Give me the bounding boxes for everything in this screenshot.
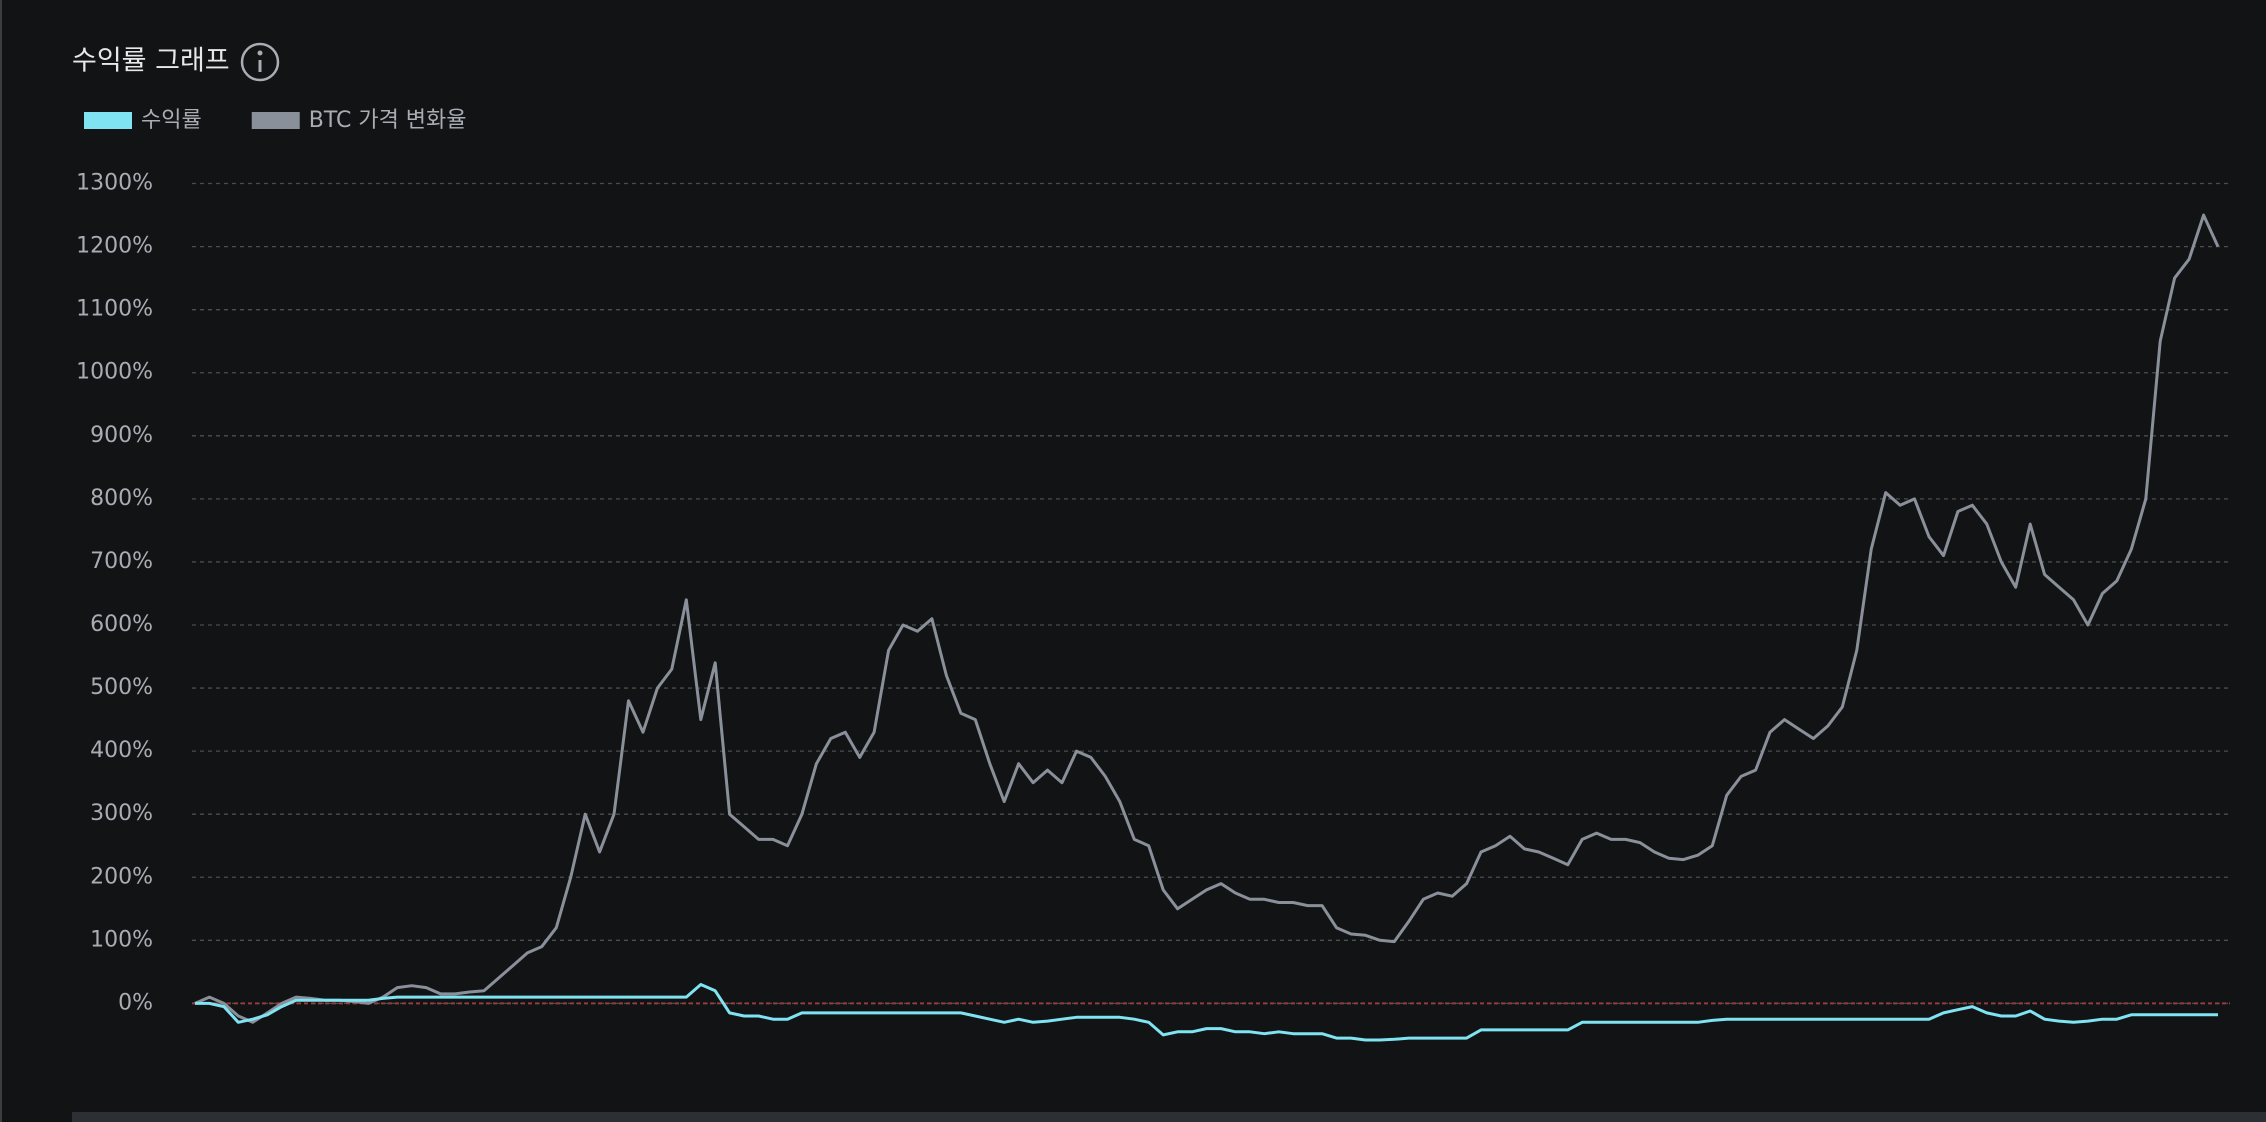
info-circle[interactable] [240,42,280,82]
y-tick-label: 1200% [76,234,153,259]
y-tick-label: 1300% [76,171,153,196]
y-tick-label: 600% [90,612,153,637]
line-series [194,213,2220,1024]
y-tick-label: 100% [90,927,153,952]
chart-title: 수익률 그래프 [72,46,230,77]
info-icon[interactable] [240,42,280,82]
line-series [195,983,2218,1042]
y-tick-label: 500% [90,675,153,700]
scrollbar[interactable] [72,1112,2266,1122]
legend-swatch [84,112,132,129]
y-tick-label: 200% [90,864,153,889]
y-tick-label: 800% [90,486,153,511]
legend-label: BTC 가격 변화율 [309,108,467,133]
legend-label: 수익률 [141,108,202,133]
legend-swatch [251,112,300,129]
y-tick-label: 300% [90,801,153,826]
y-tick-label: 0% [118,990,153,1015]
y-tick-label: 700% [90,549,153,574]
y-tick-label: 400% [90,738,153,763]
info-dot[interactable] [257,50,263,56]
y-tick-label: 900% [90,423,153,448]
y-tick-label: 1100% [76,297,153,322]
y-tick-label: 1000% [76,360,153,385]
